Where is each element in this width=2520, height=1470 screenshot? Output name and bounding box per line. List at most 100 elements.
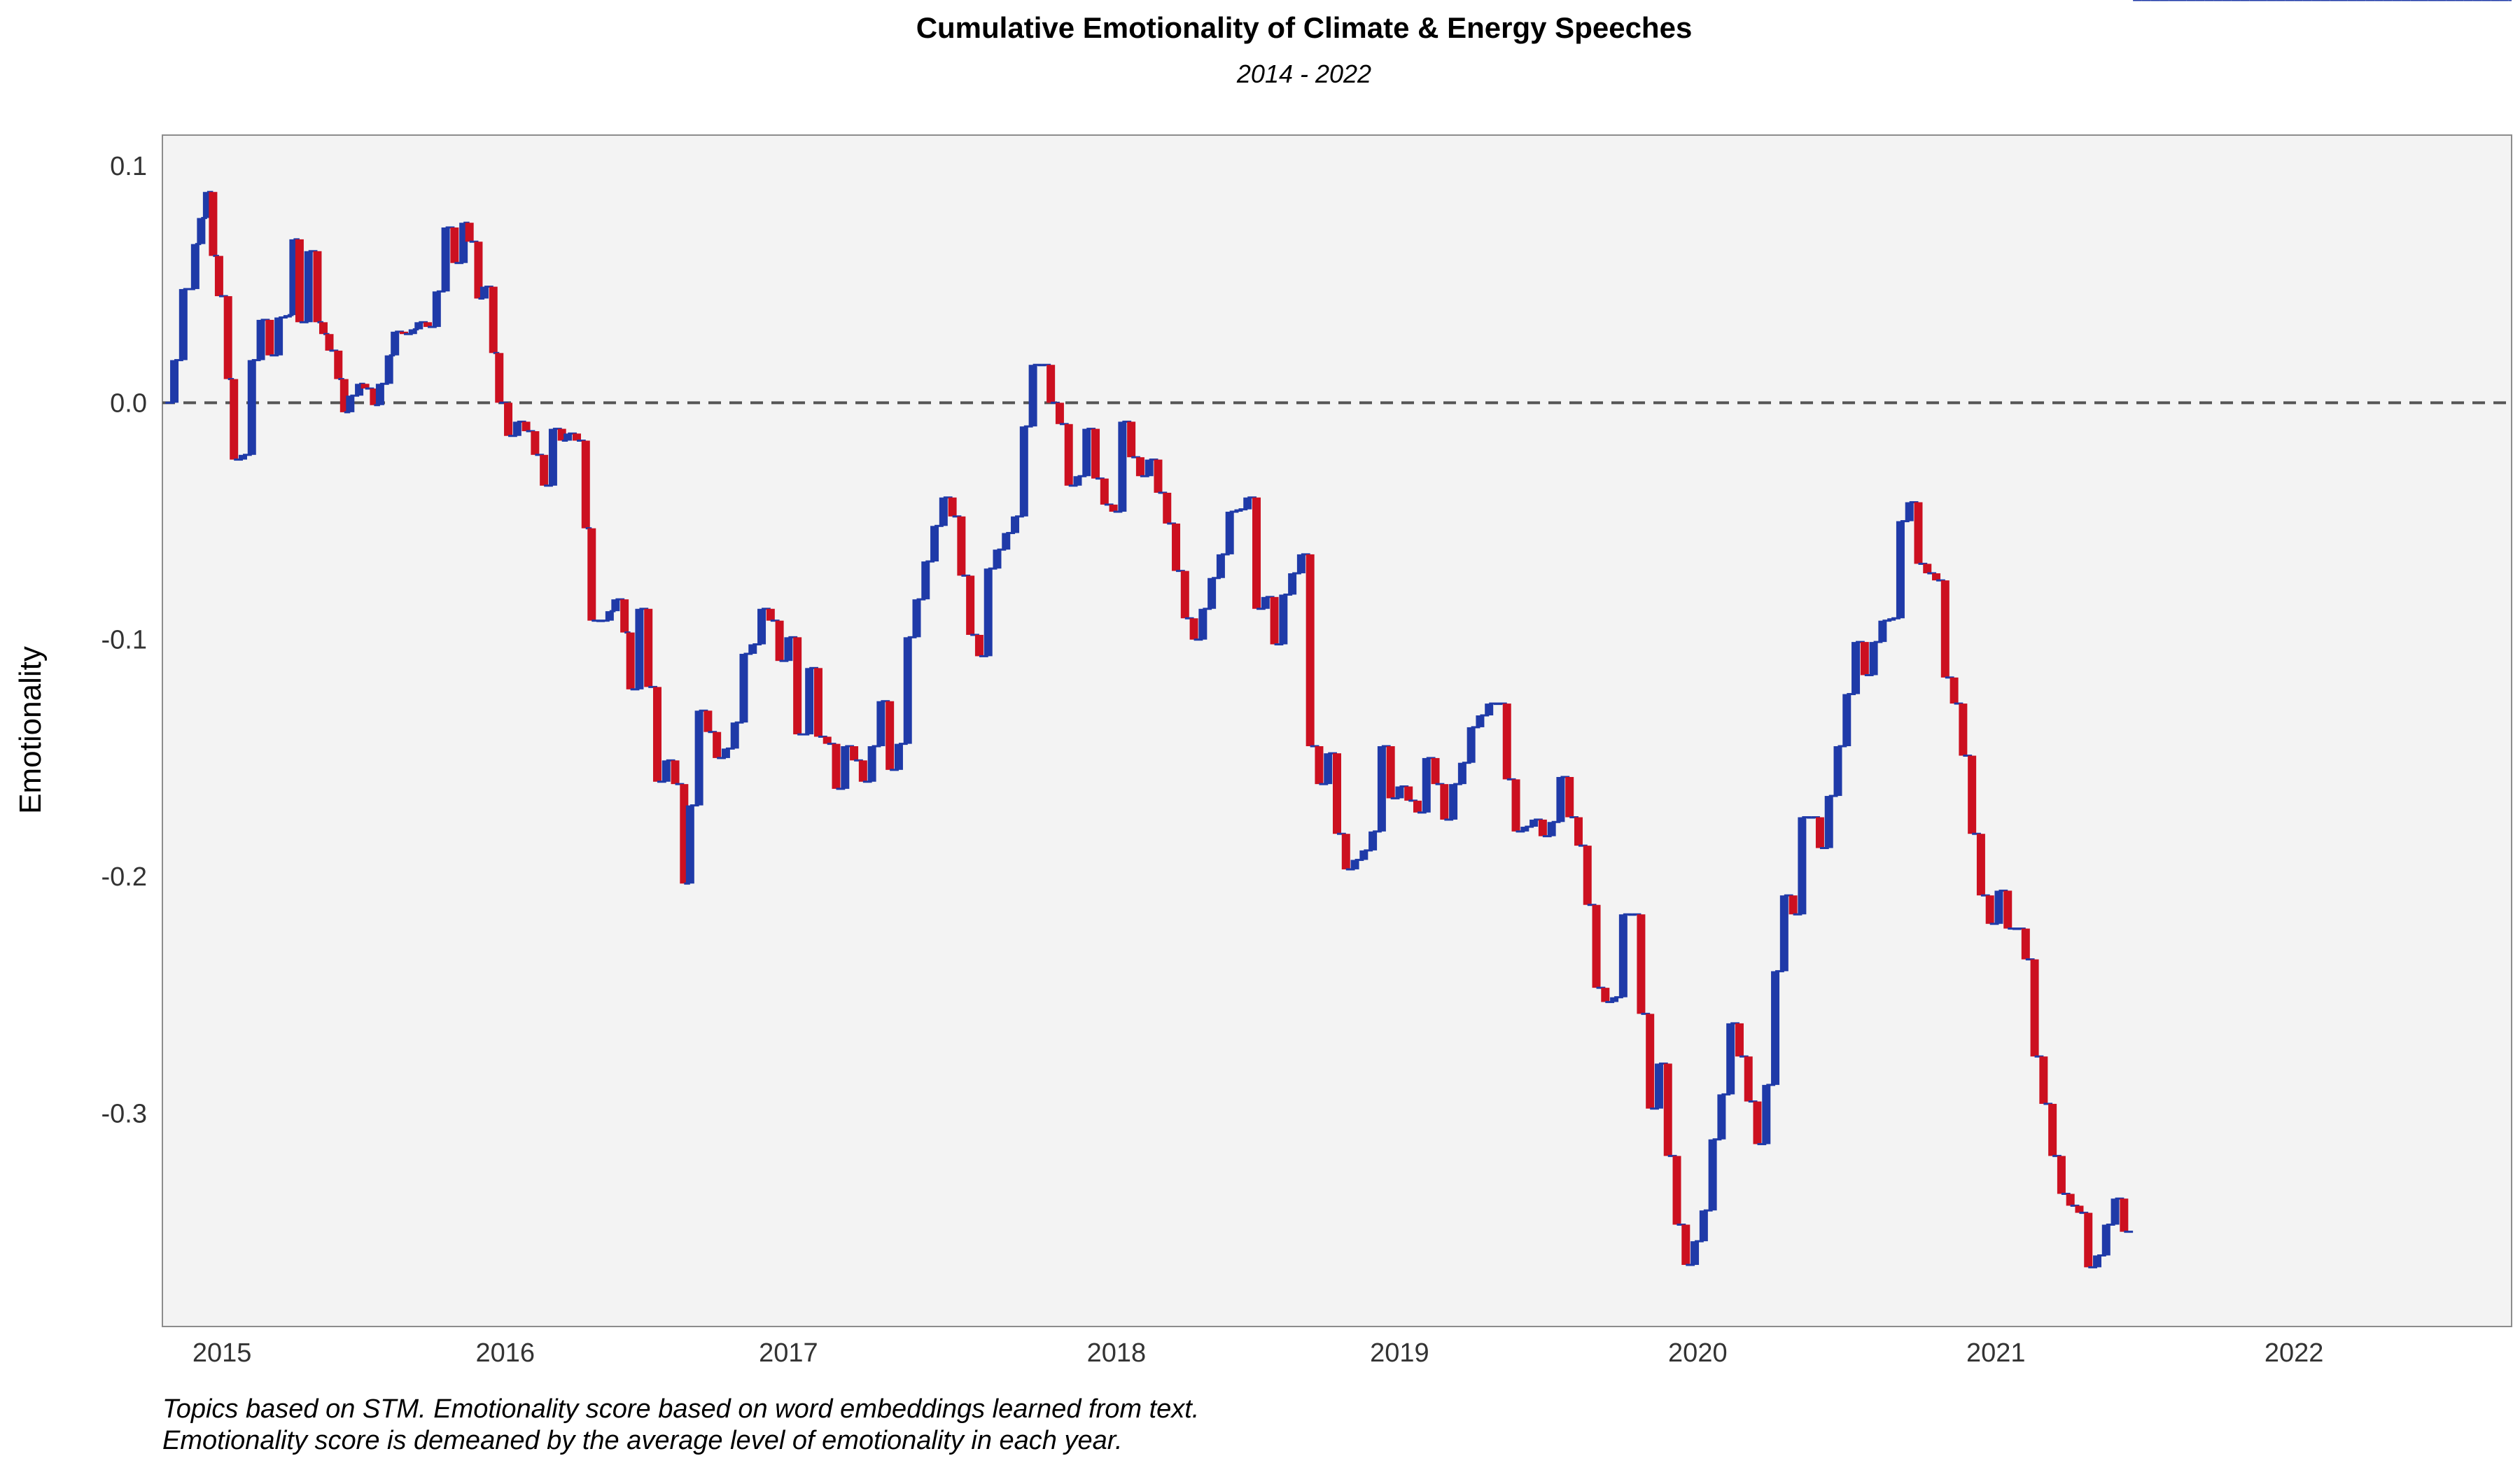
step-change-bar xyxy=(1574,817,1583,846)
y-axis: 0.1 0.0 -0.1 -0.2 -0.3 xyxy=(102,152,147,1128)
step-change-bar xyxy=(1502,704,1511,780)
step-change-bar xyxy=(360,384,370,389)
step-change-bar xyxy=(230,379,239,460)
step-change-bar xyxy=(1565,776,1574,818)
y-axis-label: Emotionality xyxy=(13,646,48,814)
chart-title: Cumulative Emotionality of Climate & Ene… xyxy=(916,11,1693,44)
step-change-bar xyxy=(1243,497,1252,510)
y-tick-label: 0.1 xyxy=(110,152,147,181)
step-change-bar xyxy=(474,241,483,299)
x-tick-label: 2017 xyxy=(759,1338,818,1368)
step-change-bar xyxy=(1610,997,1619,1002)
step-change-bar xyxy=(1457,762,1466,785)
step-change-bar xyxy=(2048,1103,2057,1156)
step-change-bar xyxy=(214,255,223,297)
step-change-bar xyxy=(966,575,975,635)
step-change-bar xyxy=(685,805,694,884)
step-change-bar xyxy=(1341,834,1350,869)
step-change-bar xyxy=(957,516,966,576)
step-change-bar xyxy=(1985,895,1994,924)
step-change-bar xyxy=(572,433,581,441)
step-change-bar xyxy=(1055,402,1064,424)
step-change-bar xyxy=(346,396,355,412)
step-change-bar xyxy=(432,291,441,328)
caption-line-1: Topics based on STM. Emotionality score … xyxy=(162,1394,1199,1424)
step-change-bar xyxy=(713,732,722,758)
step-change-bar xyxy=(1672,1156,1681,1225)
x-tick-label: 2020 xyxy=(1668,1338,1728,1368)
step-change-bar xyxy=(1699,1210,1708,1242)
step-change-bar xyxy=(2003,890,2012,929)
step-change-bar xyxy=(1350,860,1359,869)
step-change-bar xyxy=(822,736,832,744)
step-change-bar xyxy=(2030,959,2039,1057)
step-change-bar xyxy=(1413,800,1422,813)
step-change-bar xyxy=(867,746,876,782)
step-change-bar xyxy=(1279,594,1288,645)
step-change-bar xyxy=(1046,365,1056,403)
y-tick-label: 0.0 xyxy=(110,388,147,418)
step-change-bar xyxy=(274,317,284,356)
step-change-bar xyxy=(1234,509,1243,512)
step-change-bar xyxy=(2066,1194,2075,1206)
step-change-bar xyxy=(247,360,256,455)
step-change-bar xyxy=(1547,822,1556,836)
step-change-bar xyxy=(1270,596,1279,645)
step-change-bar xyxy=(1511,779,1520,832)
step-change-bar xyxy=(1923,564,1932,573)
step-change-bar xyxy=(652,687,662,782)
step-change-bar xyxy=(424,322,433,328)
step-change-bar xyxy=(2101,1224,2110,1256)
step-change-bar xyxy=(581,440,590,528)
step-change-bar xyxy=(876,701,886,746)
step-change-bar xyxy=(1216,554,1225,578)
step-change-bar xyxy=(304,251,313,323)
step-change-bar xyxy=(223,296,232,379)
step-change-bar xyxy=(1431,757,1440,785)
step-change-bar xyxy=(1091,428,1100,479)
step-change-bar xyxy=(548,428,557,486)
step-change-bar xyxy=(1100,478,1109,505)
step-change-bar xyxy=(384,355,393,384)
step-change-bar xyxy=(1932,573,1941,581)
step-change-bar xyxy=(850,746,859,761)
data-series xyxy=(165,0,2512,1268)
step-change-bar xyxy=(644,608,653,687)
step-change-bar xyxy=(983,568,993,657)
step-change-bar xyxy=(1011,516,1020,533)
step-change-bar xyxy=(1744,1056,1753,1102)
step-change-bar xyxy=(1404,786,1413,801)
step-change-bar xyxy=(334,350,343,379)
step-change-bar xyxy=(671,760,680,785)
step-change-bar xyxy=(793,637,802,735)
y-tick-label: -0.3 xyxy=(102,1099,147,1128)
step-change-bar xyxy=(283,315,292,318)
step-change-bar xyxy=(587,528,596,621)
step-change-bar xyxy=(1583,846,1592,905)
step-change-bar xyxy=(611,599,620,612)
step-change-bar xyxy=(1324,753,1333,785)
step-change-bar xyxy=(1019,426,1028,517)
step-change-bar xyxy=(1082,428,1091,477)
x-tick-label: 2021 xyxy=(1966,1338,2026,1368)
step-change-bar xyxy=(620,599,629,633)
step-change-bar xyxy=(399,331,408,335)
step-change-bar xyxy=(730,722,739,749)
step-change-bar xyxy=(495,353,504,403)
step-change-bar xyxy=(1646,1014,1655,1109)
step-change-bar xyxy=(903,637,912,744)
step-change-bar xyxy=(1833,746,1842,797)
step-change-bar xyxy=(1144,459,1154,477)
step-change-bar xyxy=(1681,1224,1690,1266)
step-change-bar xyxy=(1637,914,1646,1014)
step-change-bar xyxy=(313,251,322,323)
step-change-bar xyxy=(391,331,400,356)
step-change-bar xyxy=(479,286,489,299)
step-change-bar xyxy=(757,608,766,645)
step-change-bar xyxy=(1520,827,1530,832)
step-change-bar xyxy=(1261,596,1270,609)
step-change-bar xyxy=(2120,1198,2129,1232)
step-change-bar xyxy=(1618,914,1628,997)
step-change-bar xyxy=(489,286,498,354)
